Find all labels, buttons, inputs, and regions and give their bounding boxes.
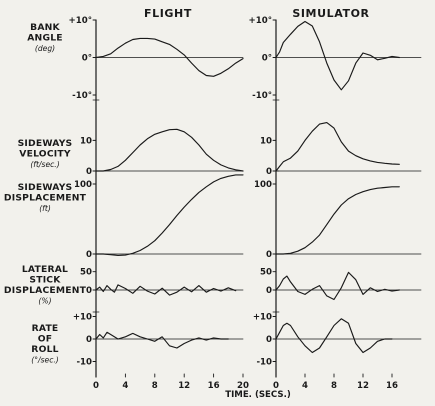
row-label-line: DISPLACEMENT <box>4 285 87 296</box>
y-tick-label: 50 <box>260 268 272 278</box>
series-line-simulator <box>275 20 400 91</box>
x-tick-label: 4 <box>122 381 128 391</box>
row-label-line: ROLL <box>31 344 58 355</box>
x-tick-label: 8 <box>331 381 337 391</box>
panel-title-flight: FLIGHT <box>144 7 192 20</box>
y-tick-label: 0 <box>266 250 272 260</box>
axes: +10°0°-10°+10°0°-10°10010010001000500500… <box>69 16 422 378</box>
x-tick-label: 12 <box>178 381 190 391</box>
row-label-line: VELOCITY <box>19 149 71 160</box>
y-tick-label: 0 <box>266 167 272 177</box>
x-axis-title: TIME. (SECS.) <box>225 390 291 400</box>
y-tick-label: -10 <box>256 358 272 368</box>
y-tick-label: 10 <box>260 136 272 146</box>
row-label-line: SIDEWAYS <box>18 138 73 149</box>
y-tick-label: +10° <box>249 16 272 26</box>
series-line-simulator <box>275 186 400 255</box>
series-lines <box>95 20 400 354</box>
y-tick-label: 0 <box>86 286 92 296</box>
y-tick-label: 0 <box>86 167 92 177</box>
series-line-flight <box>95 174 244 256</box>
x-tick-label: 16 <box>386 381 398 391</box>
x-tick-label: 16 <box>208 381 220 391</box>
row-label-line: ANGLE <box>27 33 62 44</box>
y-tick-label: 0 <box>266 286 272 296</box>
x-tick-label: 0 <box>273 381 279 391</box>
y-tick-label: +10 <box>73 313 92 323</box>
panel-title-simulator: SIMULATOR <box>292 7 369 20</box>
x-tick-label: 8 <box>152 381 158 391</box>
x-tick-label: 12 <box>357 381 369 391</box>
x-tick-label: 20 <box>237 381 249 391</box>
series-line-flight <box>95 284 237 296</box>
row-label-line: DISPLACEMENT <box>4 193 87 204</box>
y-tick-label: 0 <box>86 250 92 260</box>
row-unit: (ft/sec.) <box>30 160 59 169</box>
x-axis: 0 4 8 12 16 20 0 4 8 12 16 <box>93 373 398 391</box>
series-line-simulator <box>275 318 393 354</box>
y-tick-label: -10° <box>72 91 92 101</box>
x-tick-label: 0 <box>93 381 99 391</box>
row-label-line: BANK <box>30 22 60 33</box>
y-tick-label: 0 <box>266 335 272 345</box>
series-line-simulator <box>275 122 400 172</box>
y-tick-label: 50 <box>80 268 92 278</box>
y-tick-label: 0° <box>262 54 272 64</box>
row-label-line: OF <box>38 334 53 345</box>
row-unit: (ft) <box>39 204 51 213</box>
y-tick-label: +10 <box>253 313 272 323</box>
y-tick-label: +10° <box>69 16 92 26</box>
y-tick-label: 100 <box>254 180 272 190</box>
y-tick-label: -10° <box>252 91 272 101</box>
row-unit: (deg) <box>35 44 55 53</box>
y-tick-label: 0 <box>86 335 92 345</box>
x-tick-label: 4 <box>302 381 308 391</box>
row-unit: (%) <box>38 297 51 306</box>
y-tick-label: 10 <box>80 136 92 146</box>
row-unit: (°/sec.) <box>31 356 59 365</box>
row-label-line: LATERAL <box>22 264 68 275</box>
y-tick-label: -10 <box>76 358 92 368</box>
panel-titles: FLIGHT SIMULATOR <box>144 7 369 20</box>
row-labels: BANKANGLE(deg)SIDEWAYSVELOCITY(ft/sec.)S… <box>4 22 87 365</box>
row-label-line: RATE <box>32 323 59 334</box>
row-label-line: SIDEWAYS <box>18 182 73 193</box>
y-tick-label: 0° <box>82 54 92 64</box>
series-line-flight <box>95 128 244 172</box>
series-line-flight <box>95 331 229 349</box>
series-line-flight <box>95 37 244 77</box>
row-label-line: STICK <box>29 275 61 286</box>
y-tick-label: 100 <box>74 180 92 190</box>
series-line-simulator <box>275 271 400 301</box>
